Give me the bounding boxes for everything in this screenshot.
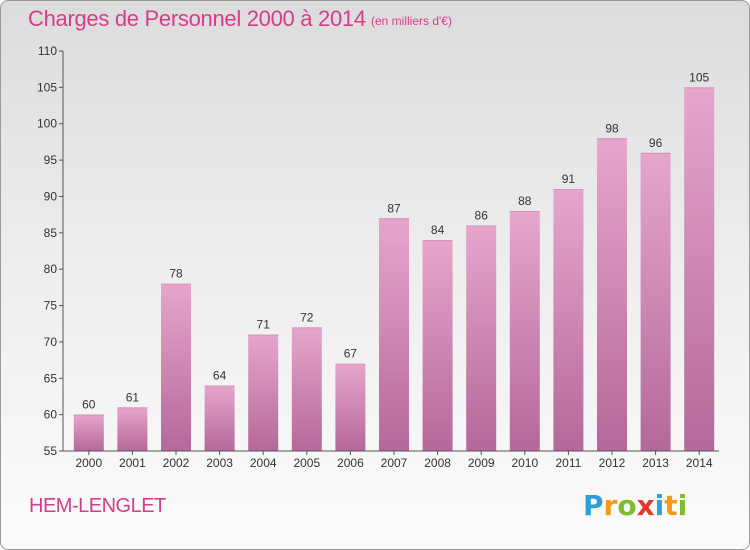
x-tick-label: 2013 — [642, 456, 669, 470]
x-tick-label: 2001 — [119, 456, 146, 470]
axes-layer: 55 60 65 70 75 80 85 90 95 100 105 110 2000 2001 2002 2… — [37, 44, 719, 470]
bar-2011 — [553, 189, 584, 451]
x-tick-label: 2011 — [555, 456, 581, 470]
data-label-2011: 91 — [562, 172, 576, 186]
y-tick-label: 105 — [37, 80, 57, 94]
data-label-2013: 96 — [649, 136, 663, 150]
data-label-2002: 78 — [169, 267, 183, 281]
bar-2000 — [73, 414, 104, 451]
data-label-2007: 87 — [387, 201, 401, 215]
x-tick-label: 2012 — [599, 456, 626, 470]
bar-2001 — [117, 407, 148, 451]
data-label-2014: 105 — [689, 70, 709, 84]
logo-letter: x — [636, 489, 655, 522]
bar-2004 — [248, 334, 279, 451]
logo-letter: i — [677, 489, 688, 522]
data-label-2000: 60 — [82, 398, 96, 412]
chart-title: Charges de Personnel 2000 à 2014 — [28, 6, 366, 31]
bar-2013 — [640, 152, 671, 451]
x-tick-label: 2014 — [686, 456, 713, 470]
x-tick-label: 2002 — [163, 456, 190, 470]
x-tick-label: 2003 — [206, 456, 233, 470]
bar-2008 — [422, 240, 453, 451]
bar-2003 — [204, 385, 235, 451]
x-tick-label: 2008 — [424, 456, 451, 470]
bar-2006 — [335, 363, 366, 451]
chart-subtitle: (en milliers d'€) — [371, 14, 452, 28]
y-tick-label: 85 — [44, 226, 58, 240]
x-tick-label: 2004 — [250, 456, 277, 470]
x-tick-label: 2000 — [75, 456, 102, 470]
y-tick-label: 95 — [44, 153, 58, 167]
bar-2002 — [161, 283, 191, 451]
bar-2007 — [379, 218, 409, 451]
data-label-2006: 67 — [344, 347, 358, 361]
data-label-2001: 61 — [126, 390, 140, 404]
bar-2005 — [291, 327, 322, 451]
y-tick-label: 90 — [44, 189, 58, 203]
data-label-2003: 64 — [213, 369, 227, 383]
data-label-2012: 98 — [605, 121, 619, 135]
data-label-2005: 72 — [300, 310, 314, 324]
data-label-2008: 84 — [431, 223, 445, 237]
y-tick-label: 65 — [44, 371, 58, 385]
y-tick-label: 110 — [38, 44, 57, 58]
bar-2012 — [597, 138, 627, 452]
y-tick-label: 70 — [44, 335, 58, 349]
x-tick-label: 2007 — [381, 456, 408, 470]
data-label-2009: 86 — [475, 209, 489, 223]
y-tick-label: 75 — [44, 299, 58, 313]
commune-name: HEM-LENGLET — [29, 495, 166, 517]
x-tick-label: 2005 — [293, 456, 320, 470]
x-tick-label: 2009 — [468, 456, 495, 470]
logo-letter: i — [654, 489, 665, 522]
data-label-2010: 88 — [518, 194, 532, 208]
y-tick-label: 100 — [37, 117, 57, 131]
data-label-2004: 71 — [257, 318, 271, 332]
bar-2010 — [509, 211, 540, 451]
logo-letter: o — [617, 489, 637, 522]
logo-letter: t — [664, 489, 678, 522]
bars-layer: 60 61 78 64 71 72 67 87 84 86 88 91 98 96 105 — [73, 70, 715, 452]
x-tick-label: 2010 — [511, 456, 538, 470]
x-tick-label: 2006 — [337, 456, 364, 470]
bar-2014 — [684, 87, 715, 451]
bar-2009 — [466, 225, 497, 451]
y-tick-label: 60 — [44, 408, 58, 422]
logo-letter: P — [583, 489, 604, 522]
proxiti-logo: Proxiti — [583, 489, 687, 522]
logo-letter: r — [603, 489, 618, 522]
y-tick-label: 55 — [44, 444, 58, 458]
y-tick-label: 80 — [44, 262, 58, 276]
